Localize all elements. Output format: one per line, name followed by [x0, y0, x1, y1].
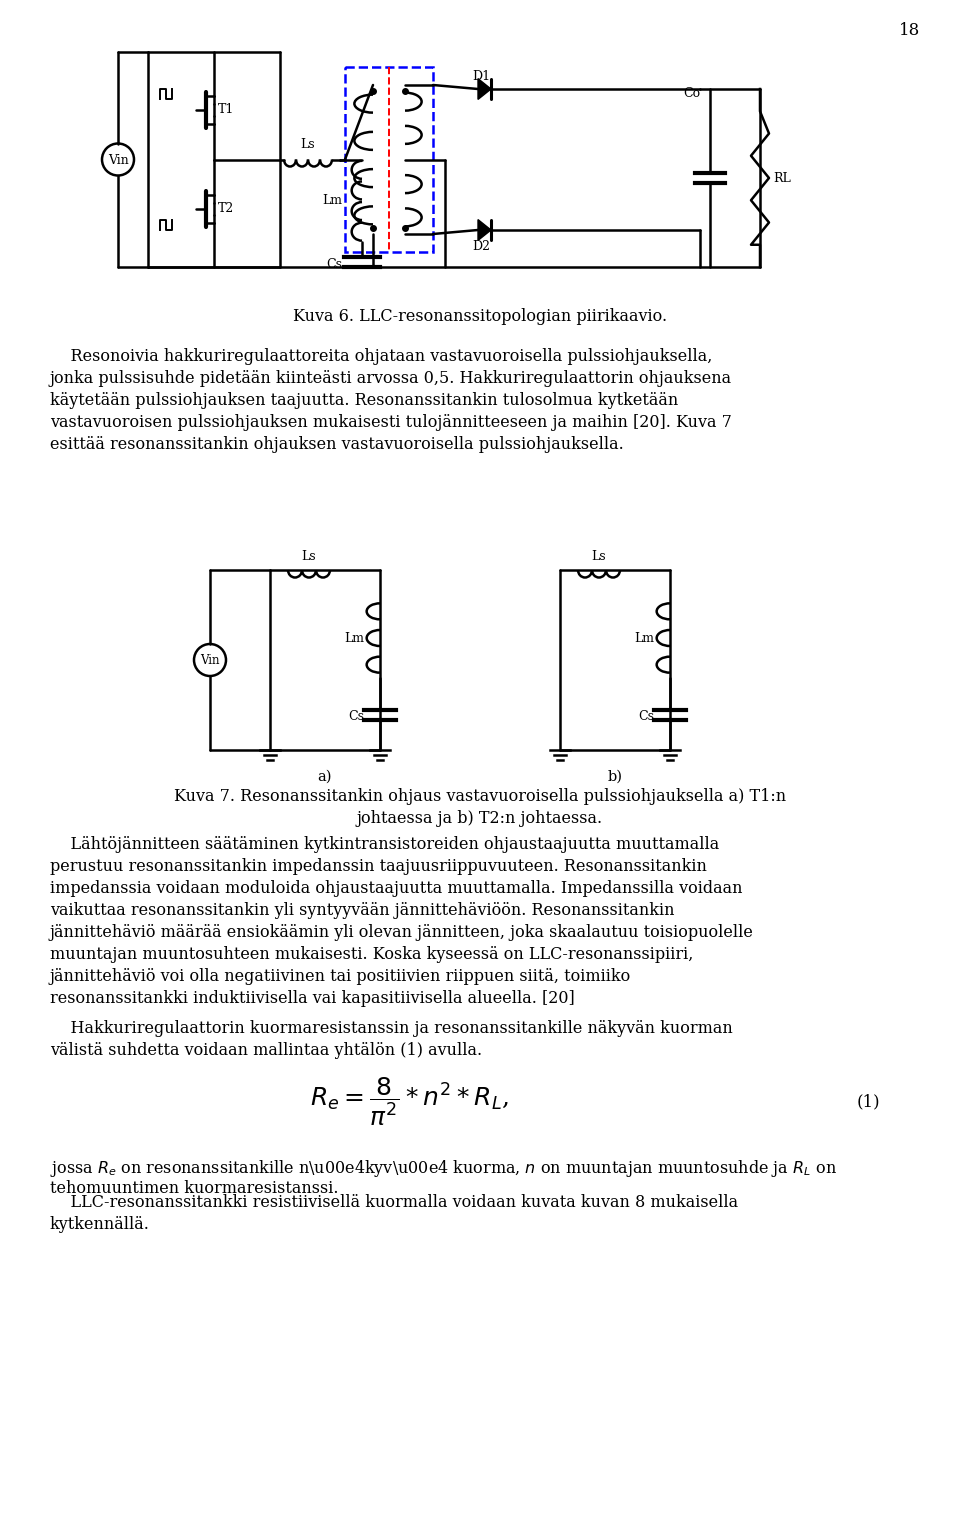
Text: vastavuoroisen pulssiohjauksen mukaisesti tulojännitteeseen ja maihin [20]. Kuva: vastavuoroisen pulssiohjauksen mukaisest… — [50, 413, 732, 431]
Text: jännittehäviö voi olla negatiivinen tai positiivien riippuen siitä, toimiiko: jännittehäviö voi olla negatiivinen tai … — [50, 967, 632, 986]
Text: T2: T2 — [218, 201, 234, 215]
Text: D2: D2 — [472, 241, 490, 253]
Text: Vin: Vin — [108, 154, 129, 167]
Text: Hakkuriregulaattorin kuormaresistanssin ja resonanssitankille näkyvän kuorman: Hakkuriregulaattorin kuormaresistanssin … — [50, 1020, 732, 1037]
Text: tehomuuntimen kuormaresistanssi.: tehomuuntimen kuormaresistanssi. — [50, 1179, 339, 1198]
Text: Kuva 6. LLC-resonanssitopologian piirikaavio.: Kuva 6. LLC-resonanssitopologian piirika… — [293, 307, 667, 326]
Text: 18: 18 — [899, 23, 920, 39]
Text: vaikuttaa resonanssitankin yli syntyyvään jännittehäviöön. Resonanssitankin: vaikuttaa resonanssitankin yli syntyyvää… — [50, 902, 675, 919]
Text: Lähtöjännitteen säätäminen kytkintransistoreiden ohjaustaajuutta muuttamalla: Lähtöjännitteen säätäminen kytkintransis… — [50, 836, 719, 852]
Text: Ls: Ls — [301, 550, 316, 563]
Text: Ls: Ls — [300, 138, 315, 150]
Text: Lm: Lm — [344, 631, 364, 645]
Polygon shape — [478, 220, 491, 241]
Text: Cs: Cs — [638, 710, 654, 724]
Text: esittää resonanssitankin ohjauksen vastavuoroisella pulssiohjauksella.: esittää resonanssitankin ohjauksen vasta… — [50, 436, 624, 453]
Text: Co: Co — [683, 86, 700, 100]
Text: $R_e = \dfrac{8}{\pi^2} * n^2 * R_L$,: $R_e = \dfrac{8}{\pi^2} * n^2 * R_L$, — [310, 1076, 510, 1128]
Text: Lm: Lm — [634, 631, 654, 645]
Text: jännittehäviö määrää ensiokäämin yli olevan jännitteen, joka skaalautuu toisiopu: jännittehäviö määrää ensiokäämin yli ole… — [50, 924, 754, 942]
Text: perustuu resonanssitankin impedanssin taajuusriippuvuuteen. Resonanssitankin: perustuu resonanssitankin impedanssin ta… — [50, 858, 707, 875]
Text: käytetään pulssiohjauksen taajuutta. Resonanssitankin tulosolmua kytketään: käytetään pulssiohjauksen taajuutta. Res… — [50, 392, 679, 409]
Text: Cs: Cs — [326, 257, 342, 271]
Text: (1): (1) — [856, 1093, 880, 1110]
Text: RL: RL — [773, 171, 791, 185]
Text: a): a) — [318, 771, 332, 784]
Text: välistä suhdetta voidaan mallintaa yhtälön (1) avulla.: välistä suhdetta voidaan mallintaa yhtäl… — [50, 1042, 482, 1058]
Text: Lm: Lm — [322, 194, 342, 207]
Text: T1: T1 — [218, 103, 234, 117]
Text: kytkennällä.: kytkennällä. — [50, 1216, 150, 1232]
Text: impedanssia voidaan moduloida ohjaustaajuutta muuttamalla. Impedanssilla voidaan: impedanssia voidaan moduloida ohjaustaaj… — [50, 880, 742, 896]
Text: D1: D1 — [472, 70, 490, 83]
Text: Vin: Vin — [201, 654, 220, 668]
Text: LLC-resonanssitankki resistiivisellä kuormalla voidaan kuvata kuvan 8 mukaisella: LLC-resonanssitankki resistiivisellä kuo… — [50, 1195, 738, 1211]
Text: Ls: Ls — [591, 550, 607, 563]
Text: jonka pulssisuhde pidetään kiinteästi arvossa 0,5. Hakkuriregulaattorin ohjaukse: jonka pulssisuhde pidetään kiinteästi ar… — [50, 369, 732, 388]
Text: Cs: Cs — [348, 710, 364, 724]
Text: b): b) — [608, 771, 622, 784]
Text: johtaessa ja b) T2:n johtaessa.: johtaessa ja b) T2:n johtaessa. — [357, 810, 603, 827]
Text: muuntajan muuntosuhteen mukaisesti. Koska kyseessä on LLC-resonanssipiiri,: muuntajan muuntosuhteen mukaisesti. Kosk… — [50, 946, 693, 963]
Text: resonanssitankki induktiivisella vai kapasitiivisella alueella. [20]: resonanssitankki induktiivisella vai kap… — [50, 990, 575, 1007]
Text: Kuva 7. Resonanssitankin ohjaus vastavuoroisella pulssiohjauksella a) T1:n: Kuva 7. Resonanssitankin ohjaus vastavuo… — [174, 787, 786, 805]
Text: Resonoivia hakkuriregulaattoreita ohjataan vastavuoroisella pulssiohjauksella,: Resonoivia hakkuriregulaattoreita ohjata… — [50, 348, 712, 365]
Text: jossa $R_e$ on resonanssitankille n\u00e4kyv\u00e4 kuorma, $n$ on muuntajan muun: jossa $R_e$ on resonanssitankille n\u00e… — [50, 1158, 837, 1179]
Polygon shape — [478, 79, 491, 100]
